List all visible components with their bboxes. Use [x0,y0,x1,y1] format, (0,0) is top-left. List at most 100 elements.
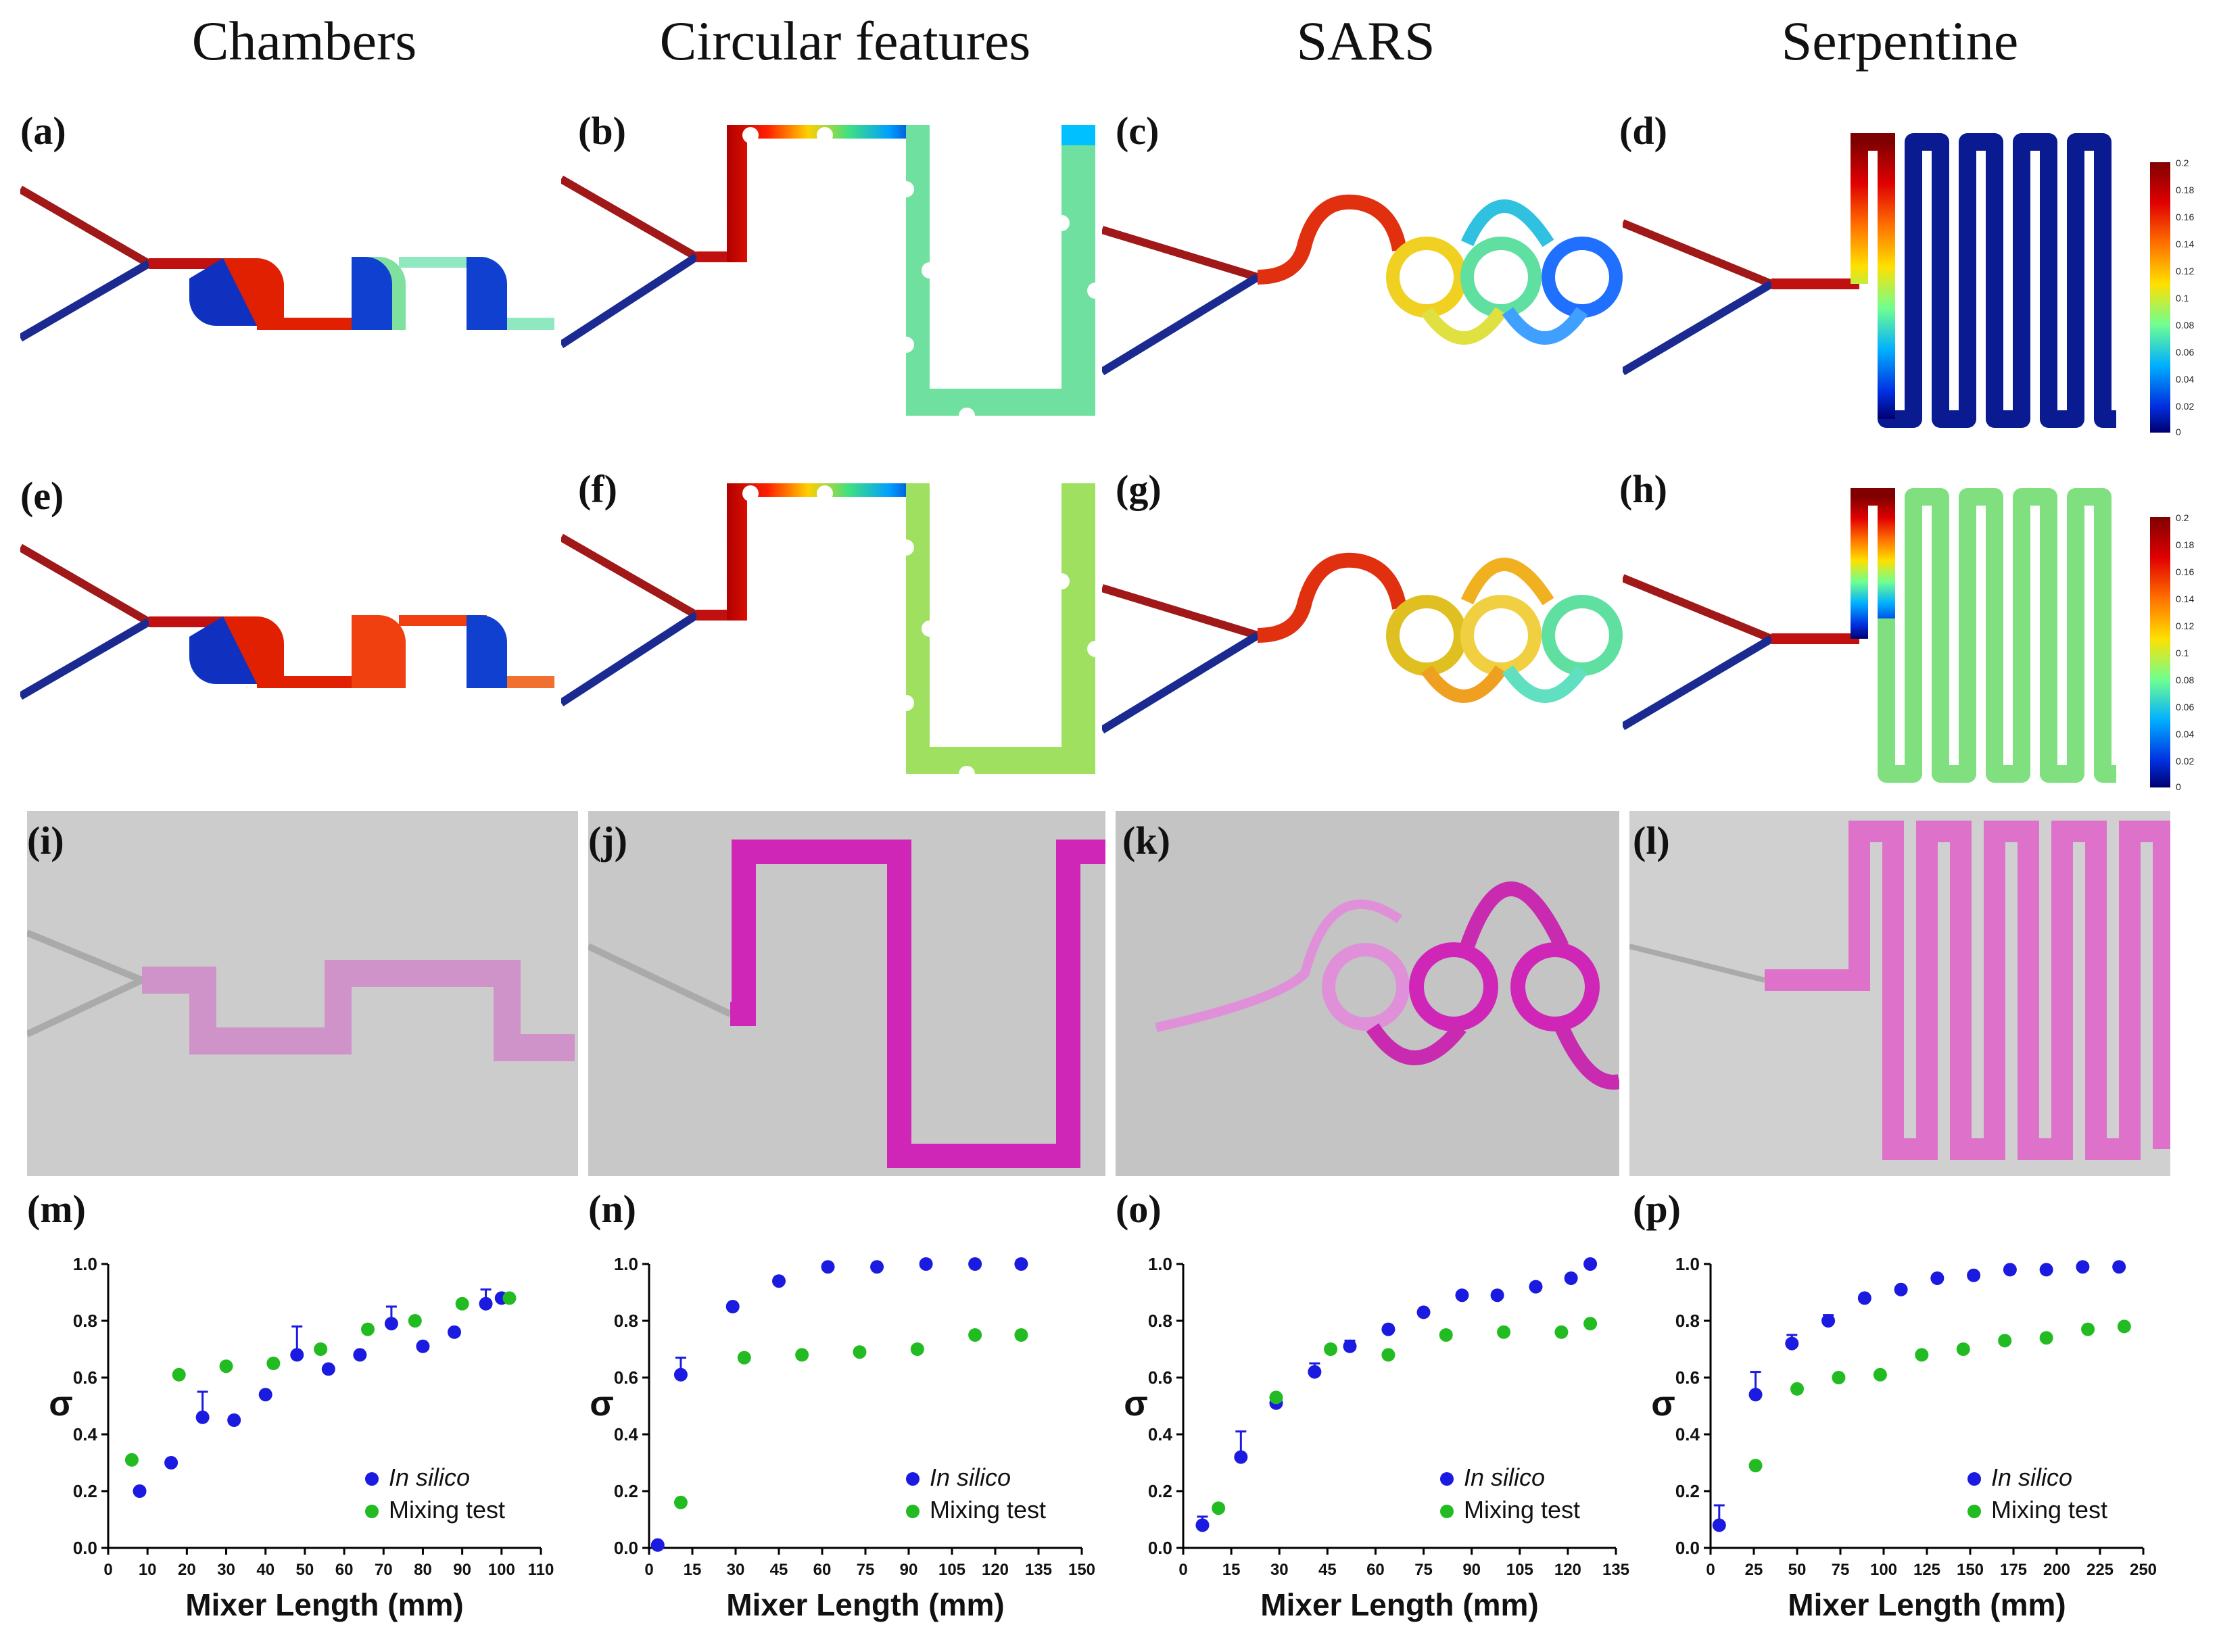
data-point [1785,1336,1799,1351]
data-point [2112,1260,2126,1274]
svg-text:0: 0 [2176,427,2181,437]
data-point [821,1260,835,1274]
data-point [1748,1388,1763,1402]
y-tick-label: 0.4 [73,1424,98,1444]
data-point [353,1348,367,1362]
data-point [910,1342,924,1356]
data-point [1416,1305,1431,1319]
x-tick-label: 135 [1025,1561,1052,1579]
data-point [1439,1328,1453,1342]
svg-text:0.16: 0.16 [2176,566,2194,577]
x-tick-label: 105 [1506,1561,1533,1579]
y-tick-label: 1.0 [614,1254,638,1274]
legend-marker [1967,1472,1981,1486]
x-tick-label: 60 [1366,1561,1385,1579]
x-tick-label: 100 [1870,1561,1897,1579]
data-point [1967,1268,1981,1282]
data-point [448,1325,461,1339]
chart-sars-o: 0.0 0.2 0.4 0.6 0.8 1.0 0 15 30 45 60 75 90 105 120 135… [1124,1254,1629,1622]
data-point [1998,1334,2012,1348]
x-tick-label: 25 [1745,1561,1763,1579]
panel-label-e: (e) [20,474,64,518]
x-axis-label: Mixer Length (mm) [1788,1587,2066,1622]
legend-marker [1440,1472,1454,1486]
x-tick-label: 120 [982,1561,1009,1579]
data-point [2003,1263,2017,1277]
data-point [1894,1282,1908,1296]
x-tick-label: 0 [1178,1561,1187,1579]
data-point [321,1362,335,1376]
x-tick-label: 30 [727,1561,745,1579]
y-tick-label: 0.4 [1148,1424,1173,1444]
x-tick-label: 105 [938,1561,965,1579]
x-tick-label: 60 [813,1561,832,1579]
panel-label-o: (o) [1116,1187,1162,1231]
legend-label: Mixing test [1464,1496,1580,1524]
y-tick-label: 0.0 [1148,1538,1172,1558]
x-tick-label: 30 [217,1561,235,1579]
data-point [2117,1319,2131,1334]
x-axis-label: Mixer Length (mm) [726,1587,1004,1622]
data-point [1583,1317,1598,1331]
chart-chambers-m: 0.0 0.2 0.4 0.6 0.8 1.0 0 10 20 30 40 50 60 70 80 90 100… [49,1254,554,1622]
x-tick-label: 15 [684,1561,702,1579]
data-point [968,1257,982,1271]
svg-text:0.04: 0.04 [2176,374,2194,385]
svg-text:0.02: 0.02 [2176,756,2194,767]
column-title-chambers: Chambers [191,10,417,72]
x-tick-label: 90 [900,1561,918,1579]
data-point [673,1367,688,1382]
x-axis-label: Mixer Length (mm) [1260,1587,1538,1622]
data-point [1381,1348,1395,1362]
svg-text:0: 0 [2176,781,2181,792]
x-tick-label: 250 [2130,1561,2157,1579]
simulation-chambers-e [20,543,554,700]
x-tick-label: 50 [296,1561,314,1579]
x-tick-label: 40 [256,1561,275,1579]
svg-text:0.06: 0.06 [2176,702,2194,712]
legend-label: Mixing test [930,1496,1046,1524]
data-point [1014,1257,1028,1271]
simulation-chambers-a [20,185,554,342]
y-tick-label: 0.6 [73,1367,97,1388]
svg-text:0.02: 0.02 [2176,401,2194,412]
x-tick-label: 135 [1602,1561,1629,1579]
svg-text:0.18: 0.18 [2176,185,2194,195]
svg-text:0.08: 0.08 [2176,320,2194,331]
x-tick-label: 45 [1318,1561,1337,1579]
x-tick-label: 75 [1414,1561,1433,1579]
svg-text:0.16: 0.16 [2176,212,2194,222]
data-point [195,1410,210,1424]
y-axis-label: σ [49,1384,73,1424]
data-point [124,1453,139,1467]
data-point [2076,1260,2090,1274]
data-point [266,1357,281,1370]
data-point [1857,1291,1871,1305]
legend-marker [365,1472,379,1486]
y-tick-label: 0.0 [1675,1538,1700,1558]
y-tick-label: 0.2 [73,1481,97,1501]
data-point [853,1345,867,1359]
legend-label: In silico [930,1463,1011,1491]
y-tick-label: 0.0 [73,1538,97,1558]
panel-label-n: (n) [588,1187,636,1231]
data-point [1212,1501,1226,1515]
x-tick-label: 120 [1554,1561,1581,1579]
y-tick-label: 0.4 [1675,1424,1700,1444]
data-point [1529,1280,1543,1294]
x-tick-label: 30 [1270,1561,1289,1579]
svg-text:0.12: 0.12 [2176,621,2194,631]
x-tick-label: 75 [857,1561,875,1579]
simulation-sars-c [1102,194,1623,376]
svg-text:0.2: 0.2 [2176,512,2189,523]
data-point [1308,1365,1322,1379]
data-point [479,1296,493,1311]
simulation-circular-f [561,483,1102,777]
data-point [227,1413,241,1427]
y-tick-label: 1.0 [1675,1254,1700,1274]
x-tick-label: 20 [178,1561,196,1579]
data-point [919,1257,933,1271]
data-point [1832,1371,1846,1384]
data-point [2039,1331,2053,1345]
x-tick-label: 10 [139,1561,157,1579]
